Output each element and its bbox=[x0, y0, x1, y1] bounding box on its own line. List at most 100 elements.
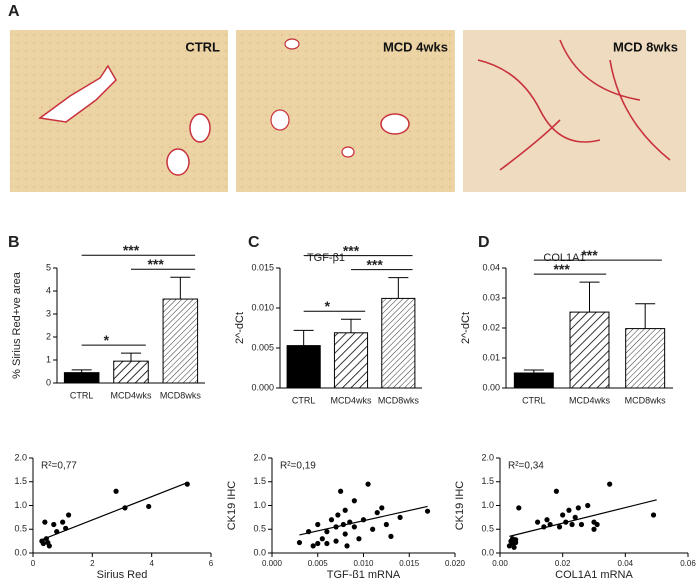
y-tick-label: 0.04 bbox=[482, 262, 500, 272]
bar bbox=[333, 332, 369, 389]
bar bbox=[286, 345, 321, 389]
point bbox=[342, 507, 348, 513]
bar bbox=[113, 360, 149, 384]
point bbox=[351, 498, 357, 504]
significance-label: * bbox=[104, 332, 110, 348]
point bbox=[338, 488, 344, 494]
x-tick-label: 0.04 bbox=[618, 559, 634, 568]
y-tick-label: 0.02 bbox=[482, 322, 500, 332]
significance-label: *** bbox=[366, 256, 383, 272]
error-bar bbox=[579, 281, 600, 313]
micrograph: CTRL bbox=[10, 30, 228, 192]
significance-label: *** bbox=[147, 256, 164, 272]
point bbox=[310, 543, 316, 549]
micrograph: MCD 8wks bbox=[463, 30, 686, 192]
panel-letter: B bbox=[8, 234, 20, 251]
y-tick-label: 2.0 bbox=[481, 452, 494, 462]
point bbox=[560, 512, 566, 518]
y-tick-label: 4 bbox=[46, 285, 51, 295]
x-tick-label: MCD4wks bbox=[569, 395, 611, 405]
fit-line bbox=[509, 499, 657, 537]
point bbox=[575, 505, 581, 511]
x-axis-label: TGF-β1 mRNA bbox=[327, 569, 401, 578]
y-tick-label: 0.0 bbox=[14, 547, 27, 557]
point bbox=[541, 524, 547, 530]
y-tick-label: 5 bbox=[46, 262, 51, 272]
point bbox=[54, 529, 60, 535]
point bbox=[585, 502, 591, 509]
point bbox=[113, 488, 119, 494]
x-tick-label: CTRL bbox=[522, 395, 546, 405]
y-tick-label: 0.005 bbox=[251, 342, 274, 352]
point bbox=[324, 540, 330, 547]
x-tick-label: MCD8wks bbox=[625, 395, 667, 405]
y-tick-label: 1.5 bbox=[481, 476, 494, 486]
point bbox=[51, 521, 57, 528]
bar bbox=[513, 372, 554, 389]
y-tick-label: 0.015 bbox=[251, 262, 274, 272]
x-tick-label: CTRL bbox=[292, 395, 316, 405]
point bbox=[424, 508, 431, 514]
chart-title: TGF-β1 bbox=[307, 252, 345, 264]
error-bar bbox=[523, 369, 544, 373]
point bbox=[370, 526, 376, 532]
y-tick-label: 0.010 bbox=[251, 302, 274, 312]
point bbox=[578, 521, 585, 528]
y-tick-label: 1.5 bbox=[14, 476, 27, 486]
panel-letter: A bbox=[8, 3, 20, 20]
x-tick-label: 4 bbox=[149, 559, 154, 568]
point bbox=[306, 529, 312, 535]
point bbox=[46, 543, 52, 549]
y-tick-label: 0 bbox=[46, 377, 51, 387]
x-tick-label: CTRL bbox=[70, 390, 94, 400]
significance-label: *** bbox=[553, 261, 570, 277]
x-tick-label: 0.02 bbox=[555, 559, 571, 568]
x-tick-label: 2 bbox=[90, 559, 95, 568]
x-tick-label: MCD8wks bbox=[160, 390, 202, 400]
y-axis-label: 2^-dCt bbox=[460, 312, 472, 344]
point bbox=[516, 505, 522, 511]
point bbox=[184, 481, 190, 487]
y-tick-label: 2.0 bbox=[14, 452, 27, 462]
point bbox=[566, 507, 572, 513]
error-bar bbox=[388, 277, 409, 299]
micrograph-label: MCD 8wks bbox=[613, 39, 678, 54]
point bbox=[553, 488, 560, 494]
micrograph-label: CTRL bbox=[185, 39, 220, 54]
bar bbox=[569, 311, 610, 389]
y-axis-label: CK19 IHC bbox=[226, 481, 238, 531]
error-bar bbox=[341, 318, 361, 333]
point bbox=[374, 510, 380, 516]
point bbox=[379, 505, 385, 511]
y-axis-label: % Sirius Red+ve area bbox=[11, 271, 23, 379]
y-tick-label: 0.000 bbox=[251, 382, 274, 392]
x-tick-label: MCD8wks bbox=[378, 395, 420, 405]
point bbox=[333, 538, 339, 544]
y-tick-label: 0.0 bbox=[481, 547, 494, 557]
micrograph-label: MCD 4wks bbox=[383, 39, 448, 54]
point bbox=[383, 521, 389, 528]
point bbox=[397, 514, 403, 520]
x-tick-label: 0.00 bbox=[492, 559, 508, 568]
point bbox=[342, 531, 348, 537]
y-tick-label: 2 bbox=[46, 331, 51, 341]
point bbox=[351, 524, 357, 530]
point bbox=[63, 525, 69, 531]
x-tick-label: 0.06 bbox=[680, 559, 696, 568]
significance-label: *** bbox=[343, 242, 360, 258]
y-tick-label: 2.0 bbox=[253, 452, 266, 462]
point bbox=[328, 517, 335, 523]
x-tick-label: MCD4wks bbox=[330, 395, 372, 405]
y-tick-label: 0.03 bbox=[482, 292, 500, 302]
y-axis-label: 2^-dCt bbox=[234, 312, 246, 344]
y-tick-label: 0.00 bbox=[482, 382, 500, 392]
y-tick-label: 0.0 bbox=[253, 547, 266, 557]
point bbox=[146, 503, 152, 510]
x-tick-label: 0.000 bbox=[262, 559, 283, 568]
point bbox=[388, 533, 394, 539]
y-axis-label: CK19 IHC bbox=[454, 481, 466, 531]
x-tick-label: 0.020 bbox=[445, 559, 466, 568]
error-bar bbox=[71, 369, 92, 373]
panel-letter: D bbox=[478, 234, 490, 251]
